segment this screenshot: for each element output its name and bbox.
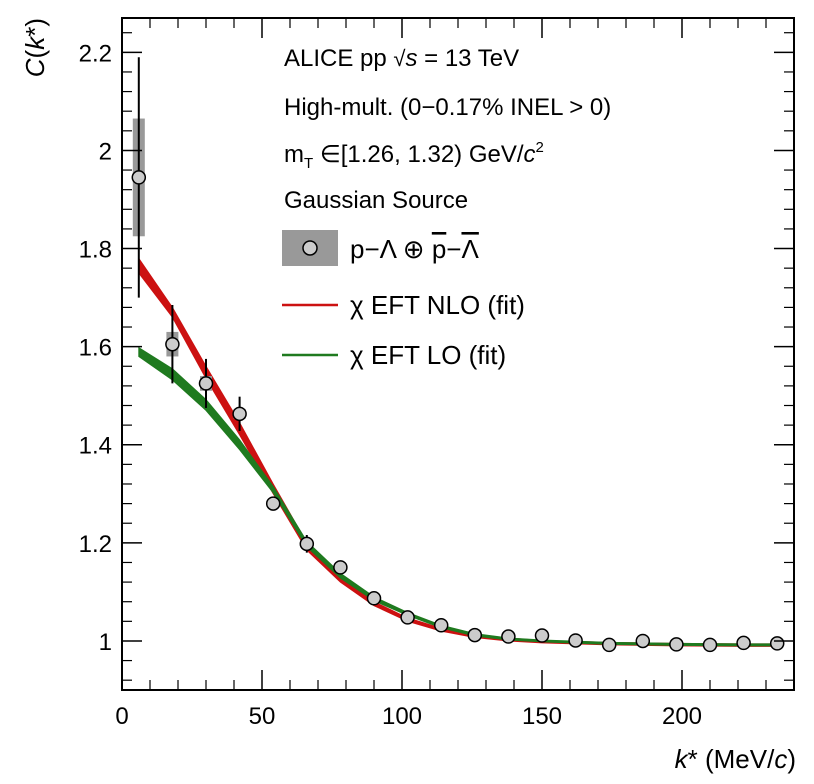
- data-points: [131, 57, 785, 653]
- data-marker: [131, 170, 147, 185]
- x-tick-label: 50: [249, 703, 276, 730]
- x-tick-label: 150: [522, 703, 562, 730]
- lo-band: [138, 346, 778, 647]
- data-marker: [702, 637, 718, 653]
- legend-entry-lo: χ EFT LO (fit): [282, 340, 506, 370]
- data-marker: [601, 637, 617, 653]
- annotation-mt: mT ∈[1.26, 1.32) GeV/c2: [284, 139, 544, 172]
- x-tick-label: 200: [662, 703, 702, 730]
- legend-nlo-label: χ EFT NLO (fit): [350, 290, 525, 320]
- legend-entry-data: p−Λ ⊕ p−Λ: [282, 230, 479, 266]
- data-marker: [333, 560, 348, 575]
- y-tick-label: 1.4: [79, 433, 112, 460]
- data-marker: [299, 536, 315, 552]
- data-marker: [232, 406, 247, 422]
- x-tick-label: 0: [115, 703, 128, 730]
- legend: p−Λ ⊕ p−Λ χ EFT NLO (fit) χ EFT LO (fit): [282, 230, 525, 370]
- annotation-source: Gaussian Source: [284, 187, 468, 214]
- x-axis-title: k* (MeV/c): [675, 744, 796, 774]
- x-tick-label: 100: [382, 703, 422, 730]
- data-marker: [669, 637, 684, 652]
- data-marker: [366, 591, 382, 606]
- data-marker: [635, 633, 651, 649]
- y-tick-label: 2: [99, 138, 112, 165]
- legend-entry-nlo: χ EFT NLO (fit): [282, 290, 525, 320]
- y-tick-label: 1: [99, 629, 112, 656]
- legend-data-label: p−Λ ⊕ p−Λ: [350, 234, 479, 264]
- annotation-collision: ALICE pp √s = 13 TeV: [284, 45, 519, 72]
- data-marker: [501, 629, 516, 644]
- data-marker: [769, 636, 785, 651]
- y-axis-title: C(k*): [20, 18, 50, 77]
- y-tick-label: 2.2: [79, 40, 112, 67]
- annotation-multiplicity: High-mult. (0−0.17% INEL > 0): [284, 94, 611, 121]
- y-tick-label: 1.8: [79, 237, 112, 264]
- legend-data-marker: [302, 240, 318, 256]
- data-marker: [736, 635, 751, 651]
- axis-ticks: 0 50 100 150 200 1 1.2 1.4 1.6 1.8 2 2.2: [79, 18, 795, 730]
- data-marker: [568, 633, 583, 648]
- data-marker: [165, 336, 180, 352]
- data-marker: [534, 628, 550, 643]
- data-marker: [433, 618, 449, 633]
- legend-lo-label: χ EFT LO (fit): [350, 340, 506, 370]
- y-tick-label: 1.2: [79, 531, 112, 558]
- y-tick-label: 1.6: [79, 335, 112, 362]
- data-marker: [198, 376, 214, 391]
- data-marker: [265, 496, 281, 511]
- data-marker: [400, 610, 415, 625]
- data-marker: [467, 627, 483, 643]
